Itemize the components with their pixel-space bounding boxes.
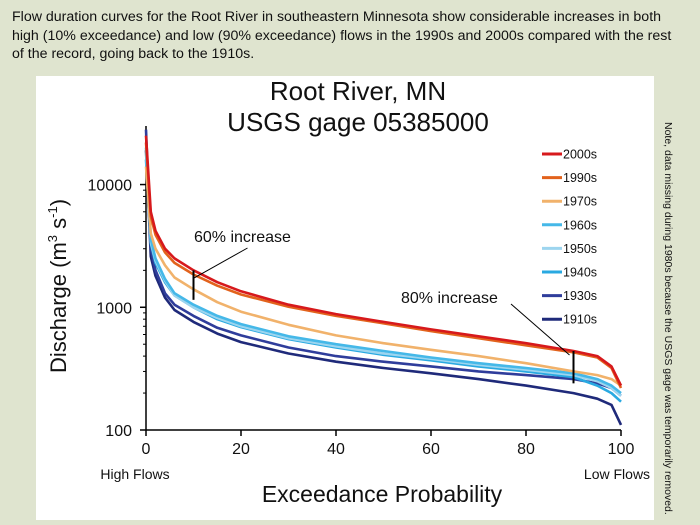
x-tick-label: 80 bbox=[517, 441, 535, 458]
y-axis-title: Discharge (m3 s-1) bbox=[45, 199, 71, 373]
series-line-1950s bbox=[144, 153, 622, 397]
y-tick-label: 100 bbox=[105, 423, 132, 440]
x-tick-label: 40 bbox=[327, 441, 345, 458]
legend-label-1930s: 1930s bbox=[563, 289, 597, 303]
legend-label-1940s: 1940s bbox=[563, 266, 597, 280]
annotations: 60% increase 80% increase bbox=[192, 229, 575, 384]
x-end-label-right: Low Flows bbox=[584, 466, 650, 482]
y-tick-label: 10000 bbox=[88, 178, 133, 195]
flow-duration-chart: Root River, MN USGS gage 05385000 0 20 40 6… bbox=[45, 76, 650, 507]
y-axis-title-base: Discharge (m bbox=[46, 242, 71, 373]
annotation-leader-high-flow bbox=[193, 247, 248, 279]
axes bbox=[145, 126, 621, 431]
legend-label-1970s: 1970s bbox=[563, 195, 597, 209]
chart-panel: Root River, MN USGS gage 05385000 0 20 40 6… bbox=[36, 76, 654, 520]
chart-subtitle: USGS gage 05385000 bbox=[227, 107, 489, 137]
series-line-1970s bbox=[144, 166, 622, 387]
caption: Flow duration curves for the Root River … bbox=[12, 9, 672, 62]
legend: 2000s 1990s 1970s 1960s 1950s 1940s 1930s 1910s bbox=[542, 148, 597, 327]
series-line-1910s bbox=[144, 150, 623, 426]
legend-label-1950s: 1950s bbox=[563, 242, 597, 256]
x-tick-label: 60 bbox=[422, 441, 440, 458]
series-line-1940s bbox=[144, 159, 622, 403]
legend-label-1990s: 1990s bbox=[563, 171, 597, 185]
x-end-label-left: High Flows bbox=[100, 466, 169, 482]
annotation-text-high-flow: 60% increase bbox=[194, 229, 291, 246]
y-axis-title-sup2: -1 bbox=[45, 206, 60, 218]
legend-label-1960s: 1960s bbox=[563, 218, 597, 232]
ticks: 0 20 40 60 80 100 100 1000 10000 bbox=[88, 178, 635, 458]
annotation-text-low-flow: 80% increase bbox=[401, 290, 498, 307]
y-axis-title-end: ) bbox=[46, 199, 71, 206]
y-tick-label: 1000 bbox=[96, 300, 132, 317]
x-tick-label: 100 bbox=[608, 441, 635, 458]
series-lines bbox=[144, 129, 623, 426]
y-axis-title-mid: s bbox=[46, 218, 71, 235]
legend-label-2000s: 2000s bbox=[563, 148, 597, 162]
series-line-1960s bbox=[144, 147, 622, 395]
x-axis-title: Exceedance Probability bbox=[262, 481, 503, 507]
annotation-leader-low-flow bbox=[510, 303, 570, 356]
chart-title: Root River, MN bbox=[270, 76, 446, 106]
x-tick-label: 20 bbox=[232, 441, 250, 458]
legend-label-1910s: 1910s bbox=[563, 313, 597, 327]
x-tick-label: 0 bbox=[142, 441, 151, 458]
series-line-2000s bbox=[144, 135, 623, 387]
side-note: Note, data missing during 1980s because … bbox=[662, 122, 674, 515]
y-axis-title-sup1: 3 bbox=[45, 235, 60, 242]
